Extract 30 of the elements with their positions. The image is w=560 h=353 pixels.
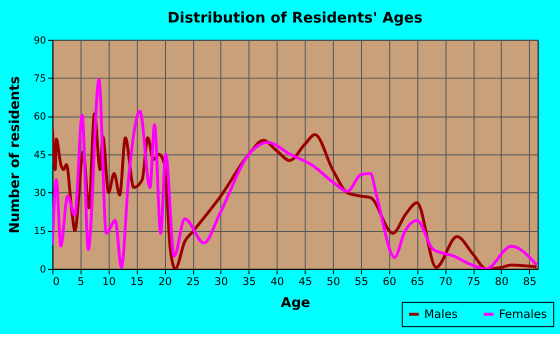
x-axis-title: Age <box>280 295 310 312</box>
y-tick-label: 75 <box>34 73 46 84</box>
x-tick-label: 85 <box>522 274 537 288</box>
chart-title: Distribution of Residents' Ages <box>168 9 423 26</box>
y-tick-label: 0 <box>40 264 46 276</box>
x-tick-label: 10 <box>102 274 116 288</box>
x-tick-label: 0 <box>52 274 60 288</box>
y-tick-label: 60 <box>34 112 46 123</box>
x-tick-label: 40 <box>270 274 284 288</box>
x-tick-label: 25 <box>186 274 200 288</box>
x-tick-label: 50 <box>326 274 340 288</box>
x-tick-label: 75 <box>466 274 480 288</box>
x-tick-label: 30 <box>214 274 228 288</box>
x-tick-label: 70 <box>438 274 453 288</box>
x-tick-label: 15 <box>130 274 144 288</box>
x-tick-label: 35 <box>242 274 256 288</box>
x-tick-label: 60 <box>382 274 396 288</box>
legend-label: Males <box>424 307 458 322</box>
x-tick-label: 65 <box>410 274 424 288</box>
y-tick-label: 45 <box>34 150 46 161</box>
x-tick-label: 45 <box>298 274 312 288</box>
legend-label: Females <box>498 307 547 322</box>
y-tick-label: 30 <box>34 188 46 199</box>
x-tick-label: 20 <box>158 274 172 288</box>
x-tick-label: 55 <box>354 274 368 288</box>
x-tick-label: 80 <box>494 274 509 288</box>
y-axis-title: Number of residents <box>7 76 24 234</box>
y-tick-label: 90 <box>34 35 46 46</box>
x-tick-label: 5 <box>78 274 84 288</box>
y-tick-label: 15 <box>34 226 46 238</box>
